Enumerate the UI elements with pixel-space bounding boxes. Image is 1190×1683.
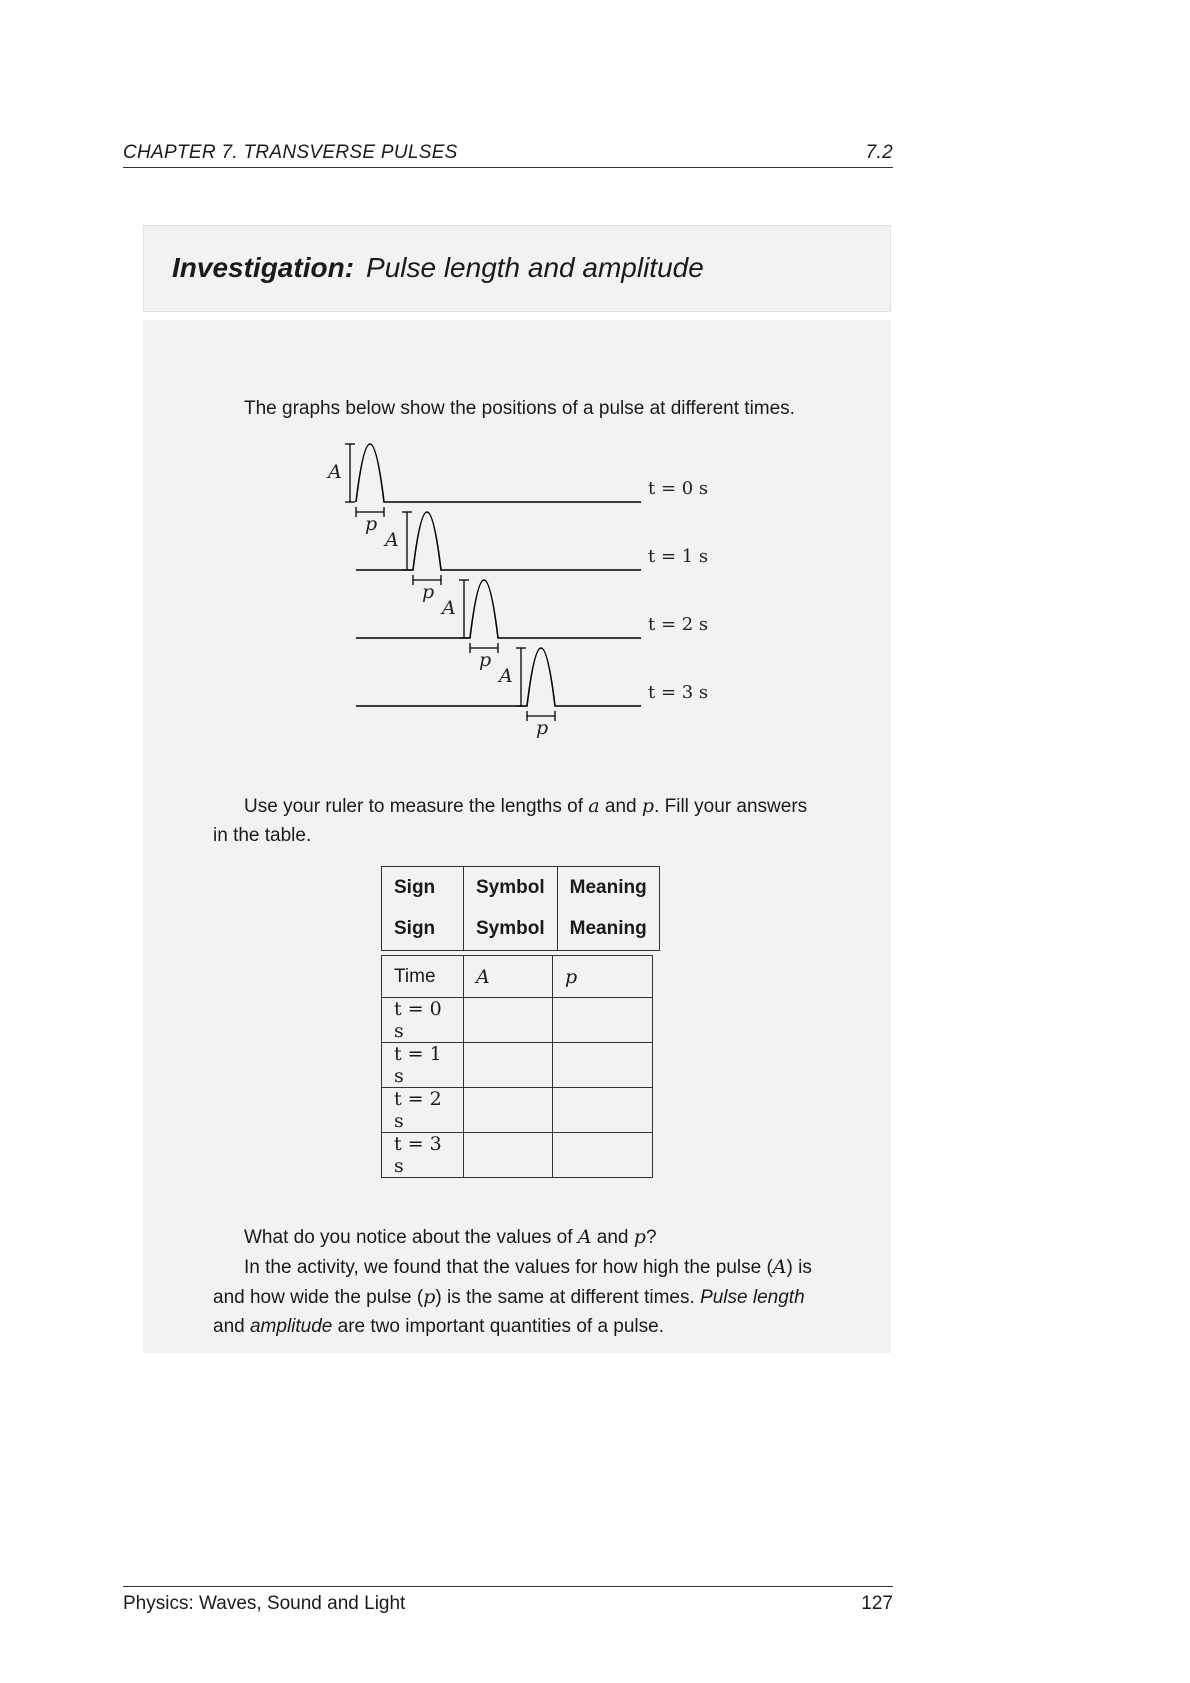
conclusion-text: and (213, 1316, 250, 1337)
table-row: t = 3 s (381, 1132, 653, 1178)
book-title: Physics: Waves, Sound and Light (123, 1593, 406, 1614)
instruction-and: and (599, 796, 642, 817)
answer-cell-length[interactable] (552, 997, 653, 1043)
table-row: t = 1 s (381, 1042, 653, 1088)
conclusion-line-2: and how wide the pulse (p) is the same a… (213, 1282, 805, 1313)
question-var-p: p (633, 1226, 646, 1248)
investigation-label: Investigation: (172, 252, 355, 283)
question-text: What do you notice about the values of (244, 1227, 578, 1248)
answer-cell-length[interactable] (552, 1132, 653, 1178)
question-mark: ? (645, 1227, 657, 1248)
instruction-tail: . Fill your answers (654, 796, 808, 817)
answer-cell-length[interactable] (552, 1042, 653, 1088)
table-row: t = 0 s (381, 997, 653, 1043)
time-cell: t = 3 s (381, 1132, 464, 1178)
question-and: and (591, 1227, 634, 1248)
time-cell: t = 1 s (381, 1042, 464, 1088)
conclusion-var-p: p (423, 1286, 436, 1308)
time-cell: t = 2 s (381, 1087, 464, 1133)
table-header-cell: Meaning (556, 908, 660, 951)
instruction-var-p: p (641, 795, 655, 817)
instruction-var-a: a (588, 795, 600, 817)
table-header-block: Sign Symbol Meaning Sign Symbol Meaning (381, 866, 660, 951)
page-footer: Physics: Waves, Sound and Light 127 (123, 1586, 893, 1615)
table-header-cell: Symbol (463, 866, 558, 909)
column-pulse-length: p (552, 955, 653, 998)
answer-cell-amplitude[interactable] (463, 1042, 553, 1088)
answer-cell-length[interactable] (552, 1087, 653, 1133)
table-header-cell: Symbol (463, 908, 558, 951)
running-head: CHAPTER 7. TRANSVERSE PULSES 7.2 (123, 142, 893, 168)
time-cell: t = 0 s (381, 997, 464, 1043)
page-number: 127 (861, 1593, 893, 1614)
intro-paragraph: The graphs below show the positions of a… (244, 398, 795, 419)
conclusion-text: ) is (786, 1257, 812, 1278)
question-paragraph: What do you notice about the values of A… (244, 1222, 657, 1253)
question-var-A: A (577, 1226, 592, 1248)
column-time: Time (381, 955, 464, 998)
investigation-subtitle: Pulse length and amplitude (366, 252, 704, 283)
investigation-title: Investigation: Pulse length and amplitude (172, 252, 704, 284)
measurement-table: Time A p t = 0 s t = 1 s t = 2 s t = 3 s (381, 955, 653, 1178)
investigation-title-box: Investigation: Pulse length and amplitude (143, 225, 891, 312)
conclusion-text: ) is the same at different times. (435, 1287, 701, 1308)
chapter-title: CHAPTER 7. TRANSVERSE PULSES (123, 142, 458, 163)
conclusion-text: In the activity, we found that the value… (244, 1257, 773, 1278)
table-row: t = 2 s (381, 1087, 653, 1133)
table-header-cell: Meaning (556, 866, 660, 909)
answer-cell-amplitude[interactable] (463, 1087, 553, 1133)
conclusion-line-1: In the activity, we found that the value… (244, 1252, 812, 1283)
instruction-line-1: Use your ruler to measure the lengths of… (244, 791, 807, 822)
conclusion-line-3: and amplitude are two important quantiti… (213, 1312, 664, 1342)
conclusion-text: and how wide the pulse ( (213, 1287, 424, 1308)
answer-cell-amplitude[interactable] (463, 1132, 553, 1178)
column-amplitude: A (463, 955, 553, 998)
table-header-row: Sign Symbol Meaning (381, 866, 660, 909)
answer-cell-amplitude[interactable] (463, 997, 553, 1043)
conclusion-text: are two important quantities of a pulse. (332, 1316, 665, 1337)
table-header-row: Sign Symbol Meaning (381, 908, 660, 951)
section-number: 7.2 (865, 142, 893, 163)
term-pulse-length: Pulse length (700, 1287, 805, 1308)
term-amplitude: amplitude (249, 1316, 333, 1337)
table-column-row: Time A p (381, 955, 653, 998)
table-header-cell: Sign (381, 866, 464, 909)
instruction-text: Use your ruler to measure the lengths of (244, 796, 589, 817)
table-header-cell: Sign (381, 908, 464, 951)
instruction-line-2: in the table. (213, 825, 312, 846)
conclusion-var-A: A (772, 1256, 787, 1278)
